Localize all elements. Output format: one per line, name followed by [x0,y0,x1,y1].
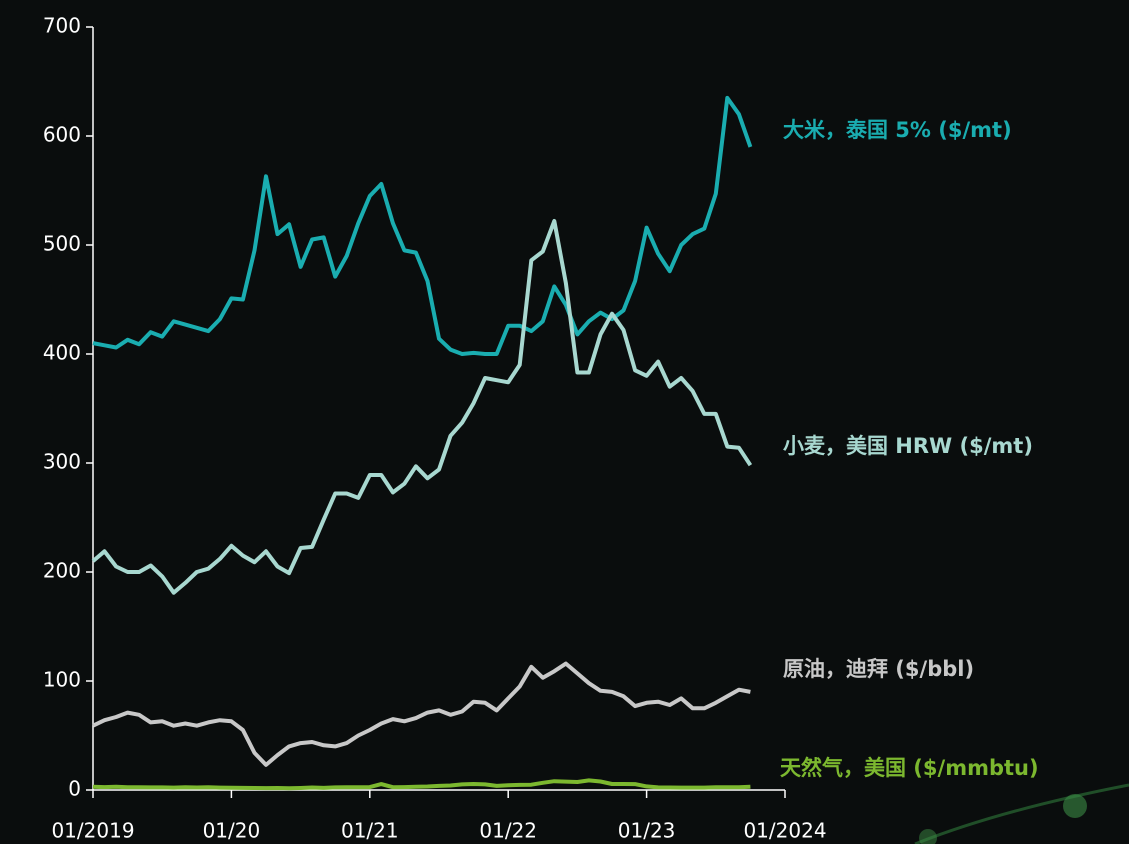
y-tick-label: 300 [43,450,81,474]
y-tick-label: 0 [68,777,81,801]
decoration [919,829,937,844]
series-line [92,661,751,767]
y-tick-label: 200 [43,559,81,583]
y-tick-label: 500 [43,232,81,256]
y-tick-label: 600 [43,123,81,147]
x-tick-label: 01/2024 [743,819,826,843]
x-tick-label: 01/22 [479,819,537,843]
series-line [92,95,753,356]
x-tick-label: 01/20 [203,819,261,843]
x-tick-label: 01/2019 [51,819,134,843]
series-line [92,778,751,791]
series-line [91,219,753,595]
x-tick-label: 01/21 [341,819,399,843]
series-label: 天然气，美国 ($/mmbtu) [780,756,1039,780]
series-label: 原油，迪拜 ($/bbl) [783,657,974,681]
y-tick-label: 700 [43,14,81,38]
series-label: 大米，泰国 5% ($/mt) [783,118,1012,142]
x-tick-label: 01/23 [618,819,676,843]
series-label: 小麦，美国 HRW ($/mt) [783,434,1033,458]
y-tick-label: 400 [43,341,81,365]
y-tick-label: 100 [43,668,81,692]
decoration [1063,794,1087,818]
